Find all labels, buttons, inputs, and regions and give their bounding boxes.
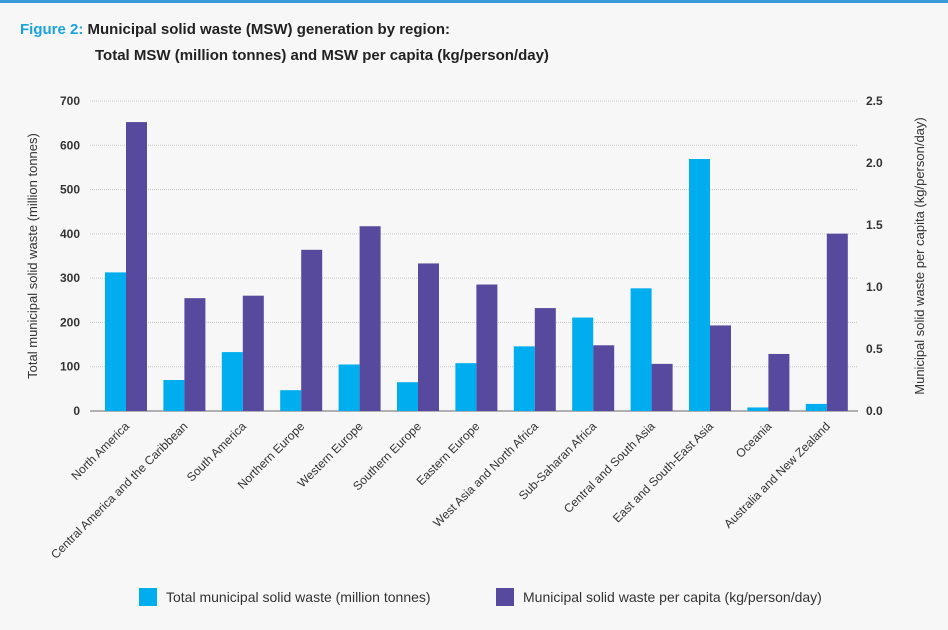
bar-total-msw: [221, 352, 243, 411]
y2-tick-label: 1.5: [866, 218, 883, 232]
y-tick-label: 200: [60, 315, 80, 329]
bar-msw-per-capita: [359, 226, 381, 411]
x-category-label: Oceania: [733, 419, 775, 461]
top-border: [0, 0, 948, 3]
y-tick-label: 500: [60, 183, 80, 197]
chart-title: Figure 2: Municipal solid waste (MSW) ge…: [20, 21, 450, 38]
bar-msw-per-capita: [126, 122, 147, 411]
x-category-label: East and South-East Asia: [610, 419, 716, 525]
y-tick-label: 0: [73, 404, 80, 418]
bar-total-msw: [805, 403, 827, 411]
bar-msw-per-capita: [826, 233, 848, 411]
y2-tick-label: 0.0: [866, 404, 883, 418]
bar-msw-per-capita: [710, 325, 731, 411]
y2-tick-label: 2.5: [866, 94, 883, 108]
x-category-label: Australia and New Zealand: [721, 419, 833, 531]
y-tick-label: 400: [60, 227, 80, 241]
bar-total-msw: [163, 380, 185, 411]
bar-msw-per-capita: [418, 263, 439, 411]
bar-total-msw: [689, 159, 710, 411]
x-category-label: North America: [68, 419, 132, 483]
bar-total-msw: [455, 363, 477, 411]
bar-msw-per-capita: [534, 308, 556, 411]
bar-total-msw: [280, 390, 302, 411]
x-category-label: West Asia and North Africa: [430, 419, 541, 530]
y2-tick-label: 2.0: [866, 156, 883, 170]
bar-total-msw: [338, 364, 360, 411]
y2-tick-label: 1.0: [866, 280, 883, 294]
legend-swatch-per-capita: [496, 588, 514, 606]
bar-msw-per-capita: [242, 295, 264, 411]
bar-msw-per-capita: [476, 284, 498, 411]
y2-axis-title: Municipal solid waste per capita (kg/per…: [912, 117, 927, 394]
y-tick-label: 300: [60, 271, 80, 285]
y-axis-title: Total municipal solid waste (million ton…: [25, 133, 40, 379]
bar-total-msw: [630, 288, 652, 411]
y-tick-label: 100: [60, 360, 80, 374]
bar-total-msw: [572, 317, 594, 411]
legend-swatch-total: [139, 588, 157, 606]
y-tick-label: 700: [60, 94, 80, 108]
legend-label-per-capita: Municipal solid waste per capita (kg/per…: [523, 589, 822, 605]
bar-msw-per-capita: [593, 345, 615, 411]
legend-label-total: Total municipal solid waste (million ton…: [166, 589, 431, 605]
bar-total-msw: [397, 382, 418, 411]
y2-tick-label: 0.5: [866, 342, 883, 356]
bar-msw-per-capita: [651, 363, 673, 411]
bar-msw-per-capita: [301, 249, 323, 411]
x-category-label: South America: [184, 419, 249, 484]
bar-total-msw: [105, 272, 126, 411]
bar-total-msw: [513, 346, 535, 411]
chart-subtitle: Total MSW (million tonnes) and MSW per c…: [95, 47, 549, 64]
figure-label: Figure 2:: [20, 21, 84, 38]
title-text: Municipal solid waste (MSW) generation b…: [87, 21, 451, 38]
bar-total-msw: [747, 407, 769, 411]
bar-msw-per-capita: [184, 298, 206, 411]
bar-msw-per-capita: [768, 353, 790, 411]
y-tick-label: 600: [60, 138, 80, 152]
